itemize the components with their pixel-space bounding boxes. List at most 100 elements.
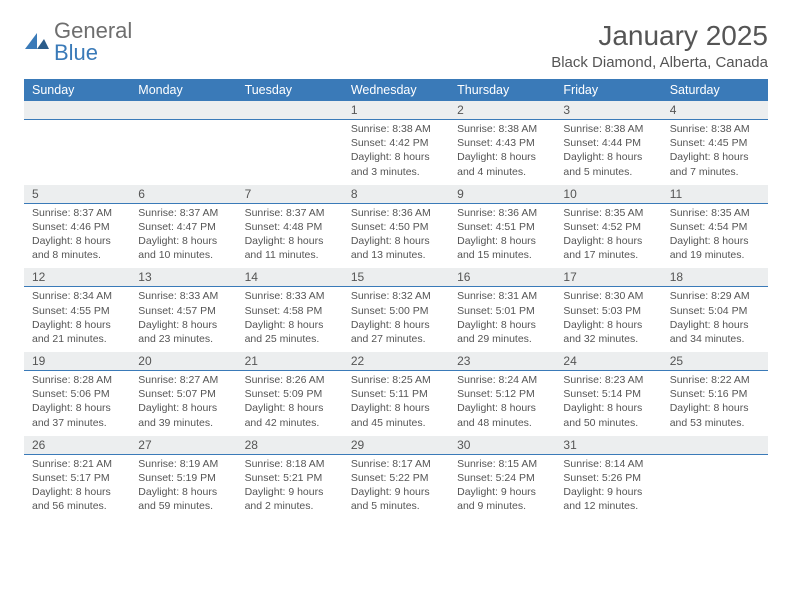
sunrise-line: Sunrise: 8:35 AM [563,206,653,220]
day-detail-cell [130,120,236,185]
sunrise-line: Sunrise: 8:14 AM [563,457,653,471]
daylight-line: Daylight: 8 hours and 45 minutes. [351,401,441,429]
sunrise-line: Sunrise: 8:27 AM [138,373,228,387]
day-number-cell: 31 [555,436,661,455]
day-detail-cell: Sunrise: 8:19 AMSunset: 5:19 PMDaylight:… [130,454,236,519]
day-detail-cell: Sunrise: 8:21 AMSunset: 5:17 PMDaylight:… [24,454,130,519]
sunrise-line: Sunrise: 8:19 AM [138,457,228,471]
day-number-cell [130,101,236,120]
sunrise-line: Sunrise: 8:33 AM [138,289,228,303]
daylight-line: Daylight: 8 hours and 37 minutes. [32,401,122,429]
day-number-cell: 29 [343,436,449,455]
day-number-cell: 28 [237,436,343,455]
daylight-line: Daylight: 8 hours and 17 minutes. [563,234,653,262]
sunrise-line: Sunrise: 8:15 AM [457,457,547,471]
day-detail-cell [237,120,343,185]
sunset-line: Sunset: 4:48 PM [245,220,335,234]
sunset-line: Sunset: 5:03 PM [563,304,653,318]
location-text: Black Diamond, Alberta, Canada [551,54,768,71]
daylight-line: Daylight: 8 hours and 34 minutes. [670,318,760,346]
day-number-cell: 21 [237,352,343,371]
daylight-line: Daylight: 8 hours and 8 minutes. [32,234,122,262]
sunset-line: Sunset: 5:21 PM [245,471,335,485]
daylight-line: Daylight: 8 hours and 3 minutes. [351,150,441,178]
day-detail-cell: Sunrise: 8:23 AMSunset: 5:14 PMDaylight:… [555,371,661,436]
day-number-cell: 1 [343,101,449,120]
day-detail-row: Sunrise: 8:28 AMSunset: 5:06 PMDaylight:… [24,371,768,436]
day-header: Monday [130,79,236,101]
day-detail-cell: Sunrise: 8:26 AMSunset: 5:09 PMDaylight:… [237,371,343,436]
sunset-line: Sunset: 4:51 PM [457,220,547,234]
day-detail-cell: Sunrise: 8:33 AMSunset: 4:57 PMDaylight:… [130,287,236,352]
day-detail-cell: Sunrise: 8:14 AMSunset: 5:26 PMDaylight:… [555,454,661,519]
day-detail-cell: Sunrise: 8:38 AMSunset: 4:43 PMDaylight:… [449,120,555,185]
sunrise-line: Sunrise: 8:30 AM [563,289,653,303]
daylight-line: Daylight: 9 hours and 12 minutes. [563,485,653,513]
sunrise-line: Sunrise: 8:32 AM [351,289,441,303]
daylight-line: Daylight: 8 hours and 32 minutes. [563,318,653,346]
day-detail-cell: Sunrise: 8:17 AMSunset: 5:22 PMDaylight:… [343,454,449,519]
sunset-line: Sunset: 5:07 PM [138,387,228,401]
day-number-cell: 20 [130,352,236,371]
sunrise-line: Sunrise: 8:38 AM [563,122,653,136]
sunrise-line: Sunrise: 8:18 AM [245,457,335,471]
sunrise-line: Sunrise: 8:36 AM [457,206,547,220]
day-detail-cell: Sunrise: 8:32 AMSunset: 5:00 PMDaylight:… [343,287,449,352]
day-number-cell: 18 [662,268,768,287]
day-detail-cell: Sunrise: 8:15 AMSunset: 5:24 PMDaylight:… [449,454,555,519]
sunset-line: Sunset: 5:22 PM [351,471,441,485]
sunrise-line: Sunrise: 8:38 AM [351,122,441,136]
day-number-cell [662,436,768,455]
day-detail-cell: Sunrise: 8:33 AMSunset: 4:58 PMDaylight:… [237,287,343,352]
title-block: January 2025 Black Diamond, Alberta, Can… [551,20,768,71]
day-number-cell: 8 [343,185,449,204]
daylight-line: Daylight: 8 hours and 21 minutes. [32,318,122,346]
day-header: Saturday [662,79,768,101]
sunrise-line: Sunrise: 8:38 AM [457,122,547,136]
day-number-cell: 14 [237,268,343,287]
daylight-line: Daylight: 9 hours and 2 minutes. [245,485,335,513]
daylight-line: Daylight: 8 hours and 59 minutes. [138,485,228,513]
day-detail-cell: Sunrise: 8:29 AMSunset: 5:04 PMDaylight:… [662,287,768,352]
day-number-cell: 23 [449,352,555,371]
sunset-line: Sunset: 5:11 PM [351,387,441,401]
sunset-line: Sunset: 4:50 PM [351,220,441,234]
daylight-line: Daylight: 8 hours and 48 minutes. [457,401,547,429]
logo-text-block: General Blue [54,20,132,64]
day-detail-row: Sunrise: 8:34 AMSunset: 4:55 PMDaylight:… [24,287,768,352]
sunrise-line: Sunrise: 8:33 AM [245,289,335,303]
day-detail-cell: Sunrise: 8:36 AMSunset: 4:51 PMDaylight:… [449,203,555,268]
day-number-cell: 7 [237,185,343,204]
day-number-cell: 5 [24,185,130,204]
day-number-cell: 16 [449,268,555,287]
sunrise-line: Sunrise: 8:31 AM [457,289,547,303]
sunrise-line: Sunrise: 8:34 AM [32,289,122,303]
daylight-line: Daylight: 8 hours and 4 minutes. [457,150,547,178]
day-detail-cell [662,454,768,519]
daylight-line: Daylight: 8 hours and 56 minutes. [32,485,122,513]
day-detail-cell: Sunrise: 8:37 AMSunset: 4:47 PMDaylight:… [130,203,236,268]
daylight-line: Daylight: 9 hours and 5 minutes. [351,485,441,513]
day-number-row: 12131415161718 [24,268,768,287]
sunset-line: Sunset: 4:45 PM [670,136,760,150]
day-header-row: Sunday Monday Tuesday Wednesday Thursday… [24,79,768,101]
daylight-line: Daylight: 8 hours and 27 minutes. [351,318,441,346]
day-number-cell: 3 [555,101,661,120]
daylight-line: Daylight: 8 hours and 50 minutes. [563,401,653,429]
sunrise-line: Sunrise: 8:29 AM [670,289,760,303]
day-detail-cell: Sunrise: 8:25 AMSunset: 5:11 PMDaylight:… [343,371,449,436]
sunrise-line: Sunrise: 8:37 AM [138,206,228,220]
day-header: Wednesday [343,79,449,101]
sunset-line: Sunset: 5:12 PM [457,387,547,401]
logo: General Blue [24,20,132,64]
daylight-line: Daylight: 9 hours and 9 minutes. [457,485,547,513]
daylight-line: Daylight: 8 hours and 42 minutes. [245,401,335,429]
sunset-line: Sunset: 5:19 PM [138,471,228,485]
day-number-cell: 30 [449,436,555,455]
day-header: Sunday [24,79,130,101]
sunset-line: Sunset: 5:06 PM [32,387,122,401]
sunrise-line: Sunrise: 8:22 AM [670,373,760,387]
daylight-line: Daylight: 8 hours and 19 minutes. [670,234,760,262]
sunrise-line: Sunrise: 8:35 AM [670,206,760,220]
day-number-row: 19202122232425 [24,352,768,371]
